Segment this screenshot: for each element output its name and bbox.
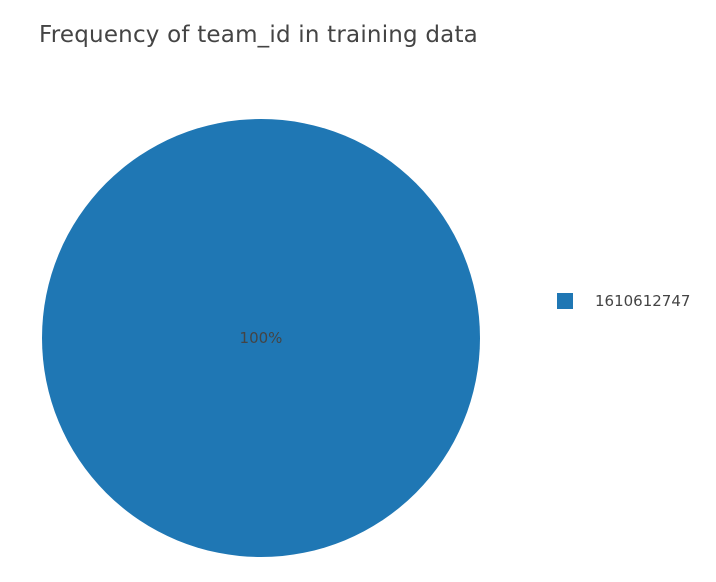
legend-label: 1610612747 [595,292,691,310]
pie-slice[interactable] [42,119,480,557]
pie-slices [42,119,480,557]
pie-slice-labels: 100% [240,329,283,347]
pie-slice-label: 100% [240,329,283,347]
legend-swatch [557,293,573,309]
chart-title: Frequency of team_id in training data [39,22,478,48]
legend[interactable]: 1610612747 [557,292,690,310]
legend-item[interactable]: 1610612747 [557,292,690,310]
